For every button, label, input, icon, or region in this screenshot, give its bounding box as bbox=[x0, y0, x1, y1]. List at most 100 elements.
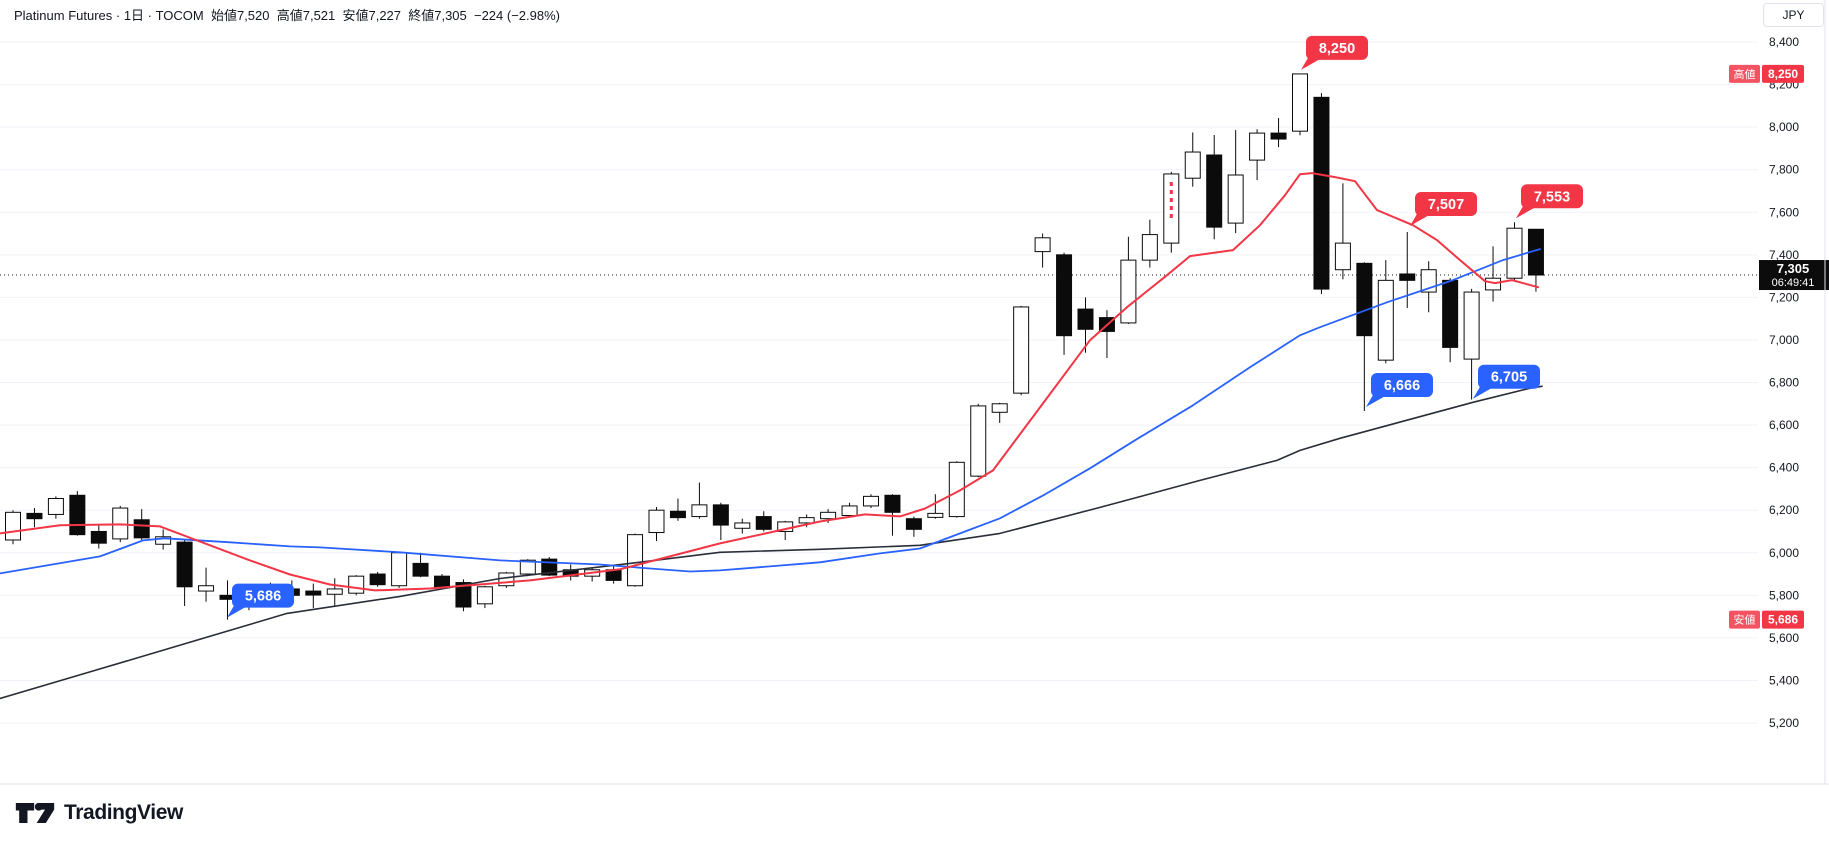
candle[interactable] bbox=[1292, 73, 1308, 136]
candle[interactable] bbox=[627, 533, 644, 587]
ma-mid-blue bbox=[0, 248, 1541, 575]
candle[interactable] bbox=[970, 403, 987, 478]
candle[interactable] bbox=[1141, 219, 1158, 268]
candle[interactable] bbox=[991, 402, 1008, 423]
currency-toggle-button[interactable]: JPY bbox=[1763, 3, 1824, 27]
candle-body-up bbox=[498, 572, 515, 587]
price-callout[interactable]: 8,250 bbox=[1301, 35, 1368, 70]
candle[interactable] bbox=[348, 575, 365, 596]
candle[interactable] bbox=[562, 564, 579, 581]
candle[interactable] bbox=[1485, 246, 1502, 302]
candle-body-down bbox=[133, 519, 150, 539]
tradingview-logo-link[interactable]: TradingView bbox=[15, 799, 183, 827]
callout-text: 8,250 bbox=[1319, 41, 1355, 57]
candle[interactable] bbox=[691, 482, 708, 519]
candle[interactable] bbox=[841, 502, 858, 518]
callout-text: 5,686 bbox=[245, 589, 281, 605]
candle[interactable] bbox=[1356, 262, 1373, 412]
candle[interactable] bbox=[47, 496, 64, 519]
chart-footer: TradingView bbox=[0, 785, 1829, 841]
candle-body-up bbox=[391, 552, 408, 587]
candle[interactable] bbox=[391, 551, 408, 588]
candle[interactable] bbox=[1077, 297, 1094, 353]
axis-tick-label: 8,400 bbox=[1769, 35, 1799, 49]
candle[interactable] bbox=[734, 518, 751, 534]
candle[interactable] bbox=[905, 516, 922, 537]
candle[interactable] bbox=[863, 494, 879, 509]
candle[interactable] bbox=[198, 567, 215, 602]
axis-tick-label: 6,000 bbox=[1769, 546, 1799, 560]
candle[interactable] bbox=[412, 552, 429, 578]
candle[interactable] bbox=[1249, 129, 1266, 181]
candle[interactable] bbox=[948, 461, 965, 518]
candle[interactable] bbox=[476, 585, 493, 609]
callout-text: 7,553 bbox=[1534, 189, 1570, 205]
candle[interactable] bbox=[755, 511, 772, 532]
candle-body-up bbox=[948, 461, 965, 518]
candle[interactable] bbox=[498, 571, 515, 588]
candle-body-up bbox=[1034, 237, 1051, 253]
candle[interactable] bbox=[1034, 233, 1051, 268]
callout-tail bbox=[1366, 395, 1387, 408]
candle[interactable] bbox=[1377, 260, 1394, 364]
candle[interactable] bbox=[1527, 228, 1544, 292]
candle-body-up bbox=[863, 495, 879, 507]
candle[interactable] bbox=[1334, 183, 1351, 280]
candle[interactable] bbox=[26, 508, 43, 528]
candle[interactable] bbox=[155, 529, 172, 550]
price-callout[interactable]: 6,666 bbox=[1366, 373, 1433, 408]
callout-box bbox=[1521, 184, 1583, 209]
candle[interactable] bbox=[1013, 305, 1030, 396]
price-callout[interactable]: 6,705 bbox=[1473, 364, 1540, 399]
price-callout[interactable]: 5,686 bbox=[227, 583, 294, 618]
candle[interactable] bbox=[648, 506, 665, 542]
candle[interactable] bbox=[326, 578, 343, 606]
candle[interactable] bbox=[176, 539, 193, 606]
candle[interactable] bbox=[712, 502, 729, 540]
price-callout[interactable]: 7,553 bbox=[1516, 184, 1583, 219]
candle[interactable] bbox=[1056, 252, 1073, 355]
candle[interactable] bbox=[927, 494, 944, 519]
candle[interactable] bbox=[5, 510, 21, 545]
candle[interactable] bbox=[1227, 130, 1244, 234]
candle-body-up bbox=[1013, 306, 1030, 394]
candle[interactable] bbox=[1184, 132, 1201, 187]
axis-tick-label: 5,800 bbox=[1769, 588, 1799, 602]
candle[interactable] bbox=[369, 571, 386, 587]
callout-tail bbox=[1516, 206, 1537, 219]
candle-body-down bbox=[412, 562, 429, 577]
callout-text: 6,705 bbox=[1491, 370, 1527, 386]
high-price-badge: 高値 8,250 bbox=[1729, 64, 1804, 83]
price-axis[interactable]: 8,4008,2008,0007,8007,6007,4007,2007,000… bbox=[1729, 35, 1829, 730]
candle-body-up bbox=[798, 517, 815, 524]
candle-body-up bbox=[970, 405, 987, 477]
candle[interactable] bbox=[1098, 310, 1115, 359]
candle-body-up bbox=[1334, 242, 1351, 271]
candle-body-up bbox=[1184, 151, 1201, 179]
candle-body-down bbox=[1399, 273, 1416, 281]
tradingview-logo-icon bbox=[15, 802, 55, 823]
candle[interactable] bbox=[1442, 278, 1459, 363]
price-chart[interactable]: 5,686 8,250 7,507 7,553 6,666 6,705 8,4008,200… bbox=[0, 0, 1829, 785]
candle[interactable] bbox=[605, 565, 622, 584]
candle[interactable] bbox=[1313, 93, 1330, 295]
candle[interactable] bbox=[1463, 288, 1480, 400]
candle[interactable] bbox=[1270, 117, 1287, 148]
candle-body-down bbox=[1077, 308, 1094, 330]
low-price-badge-label: 安値 bbox=[1734, 613, 1756, 627]
candle[interactable] bbox=[1120, 236, 1137, 324]
low-price-badge-value: 5,686 bbox=[1768, 613, 1798, 627]
candle[interactable] bbox=[305, 583, 322, 609]
axis-tick-label: 8,000 bbox=[1769, 120, 1799, 134]
candle-body-up bbox=[927, 512, 944, 518]
candle[interactable] bbox=[669, 498, 686, 521]
candle-body-down bbox=[176, 541, 193, 588]
candle[interactable] bbox=[1506, 222, 1523, 281]
candle[interactable] bbox=[69, 491, 86, 536]
chart-legend-title: Platinum Futures · 1日 · TOCOM 始値7,520 高値… bbox=[14, 8, 560, 23]
price-callout[interactable]: 7,507 bbox=[1410, 192, 1477, 227]
candle[interactable] bbox=[1206, 134, 1223, 240]
axis-tick-label: 6,200 bbox=[1769, 503, 1799, 517]
candle[interactable] bbox=[90, 525, 107, 549]
candle[interactable] bbox=[584, 567, 601, 582]
